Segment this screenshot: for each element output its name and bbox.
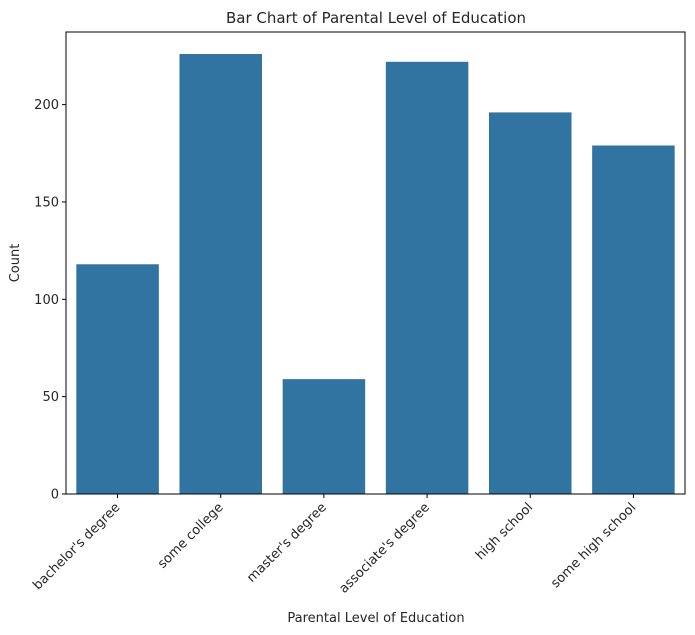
plot-frame [65,31,686,495]
x-tick-label: master's degree [244,500,329,585]
x-axis-label: Parental Level of Education [287,611,464,626]
x-tick-label: associate's degree [337,500,433,596]
bar-4 [488,112,572,495]
chart-title: Bar Chart of Parental Level of Education [226,9,526,27]
y-tick-label: 0 [51,488,59,503]
bar-0 [76,264,159,494]
y-axis-label: Count [8,244,23,283]
bar-1 [179,54,263,494]
x-tick-label: high school [473,500,536,563]
bar-2 [282,379,366,494]
y-tick-label: 200 [34,98,59,113]
y-tick-label: 50 [42,390,59,405]
bar-3 [385,61,469,495]
x-tick-label: some college [155,500,226,571]
x-tick-label: bachelor's degree [30,500,123,593]
plot-area: bachelor's degree some college master's de… [30,54,675,597]
y-tick-label: 100 [34,293,59,308]
bar-5 [592,145,675,494]
x-tick-label: some high school [548,500,639,591]
y-tick-label: 150 [34,195,59,210]
